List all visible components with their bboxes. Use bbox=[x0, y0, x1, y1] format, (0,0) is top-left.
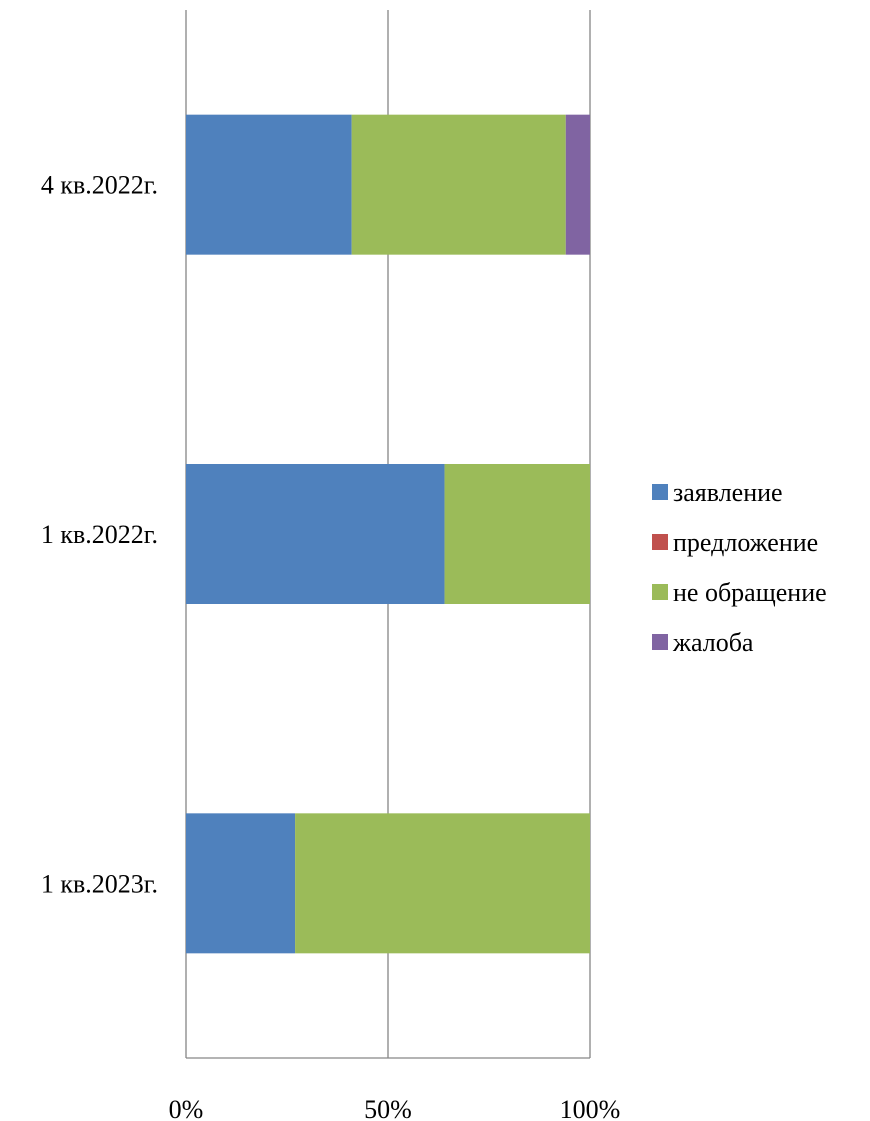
bar-segment bbox=[565, 114, 590, 255]
category-label: 4 кв.2022г. bbox=[41, 171, 158, 200]
x-tick-label: 100% bbox=[560, 1095, 621, 1121]
bar-segment bbox=[186, 813, 296, 954]
bar-segment bbox=[295, 813, 590, 954]
x-tick-label: 0% bbox=[169, 1095, 204, 1121]
legend-label: предложение bbox=[673, 528, 818, 557]
legend-label: жалоба bbox=[672, 628, 754, 657]
category-label: 1 кв.2022г. bbox=[41, 520, 158, 549]
bar-segment bbox=[444, 464, 590, 604]
legend-swatch bbox=[652, 534, 668, 550]
legend-swatch bbox=[652, 484, 668, 500]
x-tick-label: 50% bbox=[364, 1095, 412, 1121]
legend-swatch bbox=[652, 634, 668, 650]
bar-segment bbox=[351, 114, 566, 255]
bar-segment bbox=[186, 114, 352, 255]
category-label: 1 кв.2023г. bbox=[41, 869, 158, 898]
legend-swatch bbox=[652, 584, 668, 600]
legend-label: не обращение bbox=[673, 578, 827, 607]
legend-label: заявление bbox=[673, 478, 783, 507]
bar-segment bbox=[186, 464, 445, 604]
